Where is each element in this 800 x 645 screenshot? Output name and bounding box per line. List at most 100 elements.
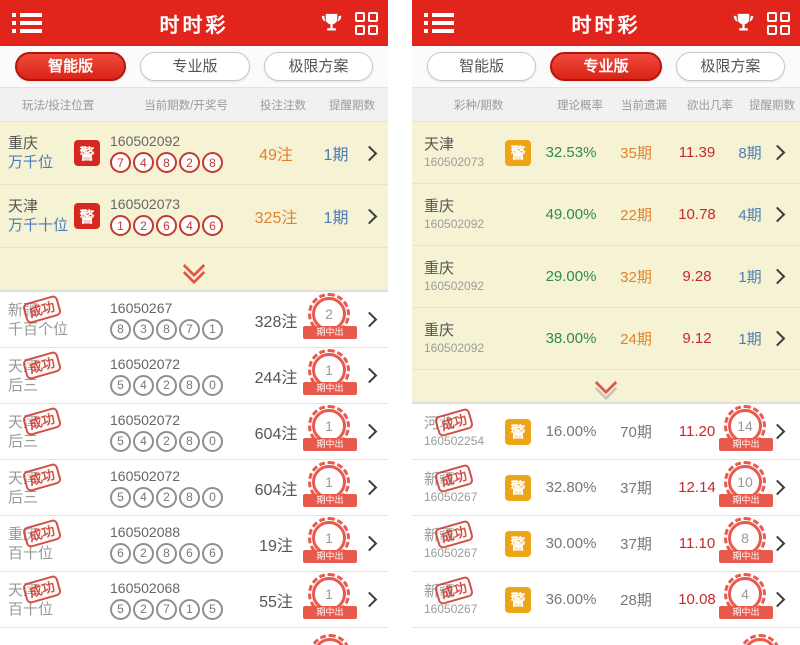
lottery-row[interactable]: 天津 160502073 警 32.53% 35期 11.39 8期 (412, 122, 800, 184)
lottery-row[interactable]: 新疆 16050267 成功警 32.80% 37期 12.14 10 期中出 (412, 460, 800, 516)
menu-icon[interactable] (12, 11, 42, 35)
remind-cell: 8 期中出 (719, 516, 773, 571)
tab-0[interactable]: 智能版 (427, 52, 537, 81)
chevron-cell (769, 591, 788, 608)
lottery-row[interactable]: 天津 后三 成功 160502072 5 4 2 8 0 604注 1 期中出 (0, 404, 388, 460)
chevron-cell (361, 423, 380, 440)
chevron-right-icon[interactable] (361, 535, 378, 552)
chevron-right-icon[interactable] (361, 311, 378, 328)
chevron-cell (769, 423, 788, 440)
chevron-right-icon[interactable] (769, 330, 786, 347)
remind-cell: 1期 (323, 210, 349, 227)
badge-cell: 警 (500, 139, 536, 166)
chevron-right-icon[interactable] (769, 268, 786, 285)
tab-bar: 智能版 专业版 极限方案 (412, 46, 800, 88)
ball: 5 (110, 598, 131, 620)
issue-number: 160502092 (424, 279, 485, 293)
hit-badge (304, 634, 358, 645)
tab-2[interactable]: 极限方案 (263, 52, 373, 81)
issue-number: 160502088 (110, 523, 181, 540)
chevron-right-icon[interactable] (769, 144, 786, 161)
issue-number: 16050267 (110, 299, 173, 316)
partial-next-row (412, 628, 800, 645)
draw-cell: 160502092 7 4 8 2 8 (104, 133, 244, 173)
tab-1[interactable]: 专业版 (550, 52, 662, 81)
name-cell: 天津 160502073 (412, 135, 500, 170)
region-label: 天津 (424, 136, 455, 153)
lottery-row[interactable]: 天津 后三 成功 160502072 5 4 2 8 0 604注 1 期中出 (0, 460, 388, 516)
app-header: 时时彩 (0, 0, 388, 46)
trophy-icon[interactable] (320, 12, 343, 35)
hit-label: 期中出 (719, 549, 773, 563)
lottery-row[interactable]: 新疆 16050267 成功警 30.00% 37期 11.10 8 期中出 (412, 516, 800, 572)
remind-cell: 4期 (738, 207, 762, 224)
lottery-row[interactable]: 河北 160502254 成功警 16.00% 70期 11.20 14 期中出 (412, 404, 800, 460)
trophy-icon[interactable] (732, 12, 755, 35)
region-label: 天津 (8, 198, 39, 215)
lottery-row[interactable]: 重庆 百十位 成功 160502088 6 2 8 6 6 19注 1 期中出 (0, 516, 388, 572)
ball: 7 (110, 152, 131, 173)
lottery-row[interactable]: 新疆 千百个位 成功 16050267 8 3 8 7 1 328注 2 期中出 (0, 292, 388, 348)
lottery-row[interactable]: 重庆 160502092 49.00% 22期 10.78 4期 (412, 184, 800, 246)
chevron-cell (361, 367, 380, 384)
chevron-right-icon[interactable] (361, 423, 378, 440)
draw-cell: 160502072 5 4 2 8 0 (104, 356, 244, 396)
name-cell: 重庆 万千位 (0, 134, 70, 172)
collapse-button[interactable] (0, 248, 388, 292)
hit-label: 期中出 (303, 549, 357, 563)
position-label: 万千十位 (8, 217, 69, 234)
ball: 8 (156, 318, 177, 340)
issue-number: 16050267 (424, 546, 478, 560)
chevron-right-icon[interactable] (361, 208, 378, 224)
chance-value: 12.14 (678, 479, 716, 496)
lottery-row[interactable]: 新疆 16050267 成功警 36.00% 28期 10.08 4 期中出 (412, 572, 800, 628)
lottery-row[interactable]: 天津 万千十位警 160502073 1 2 6 4 6 325注 1期 (0, 185, 388, 248)
hit-badge: 2 期中出 (303, 292, 357, 347)
hit-label: 期中出 (303, 605, 357, 619)
chance-value: 9.28 (682, 268, 712, 285)
region-label: 新疆 (424, 471, 455, 488)
issue-number: 160502073 (110, 196, 181, 212)
grid-menu-icon[interactable] (355, 11, 378, 35)
name-cell: 新疆 16050267 成功 (412, 463, 500, 505)
name-cell: 天津 后三 成功 (0, 349, 70, 395)
tab-1[interactable]: 专业版 (140, 52, 250, 81)
hit-badge: 1 期中出 (303, 460, 357, 515)
warn-badge: 警 (74, 140, 100, 166)
name-cell: 天津 后三 成功 (0, 461, 70, 507)
warn-badge: 警 (505, 586, 531, 613)
lottery-row[interactable]: 重庆 万千位警 160502092 7 4 8 2 8 49注 1期 (0, 122, 388, 185)
chevron-right-icon[interactable] (361, 591, 378, 608)
ball: 3 (133, 318, 154, 340)
lottery-row[interactable]: 重庆 160502092 29.00% 32期 9.28 1期 (412, 246, 800, 308)
chevron-right-icon[interactable] (769, 206, 786, 223)
omission-value: 32期 (620, 269, 652, 286)
lottery-row[interactable]: 天津 后三 成功 160502072 5 4 2 8 0 244注 1 期中出 (0, 348, 388, 404)
probability-value: 30.00% (545, 535, 597, 552)
hit-badge: 1 期中出 (303, 572, 357, 627)
collapse-button[interactable] (412, 370, 800, 404)
chance-value: 11.10 (678, 535, 716, 552)
chevron-right-icon[interactable] (361, 367, 378, 384)
chevron-right-icon[interactable] (361, 145, 378, 161)
grid-menu-icon[interactable] (767, 11, 790, 35)
chevron-right-icon[interactable] (361, 479, 378, 496)
lottery-row[interactable]: 重庆 160502092 38.00% 24期 9.12 1期 (412, 308, 800, 370)
tab-2[interactable]: 极限方案 (675, 52, 785, 81)
position-label: 后三 (8, 488, 39, 506)
draw-cell: 160502088 6 2 8 6 6 (104, 524, 244, 564)
region-label: 新疆 (424, 583, 455, 600)
omission-value: 22期 (620, 207, 652, 224)
menu-icon[interactable] (424, 11, 454, 35)
region-label: 天津 (8, 581, 39, 599)
ball: 0 (202, 486, 223, 508)
hit-badge: 4 期中出 (719, 572, 773, 627)
hit-badge: 10 期中出 (719, 460, 773, 515)
chevron-cell (361, 479, 380, 496)
lottery-row[interactable]: 天津 百十位 成功 160502068 5 2 7 1 5 55注 1 期中出 (0, 572, 388, 628)
bet-count: 19注 (259, 537, 293, 555)
tab-0[interactable]: 智能版 (15, 52, 127, 81)
badge-cell: 警 (500, 418, 536, 445)
